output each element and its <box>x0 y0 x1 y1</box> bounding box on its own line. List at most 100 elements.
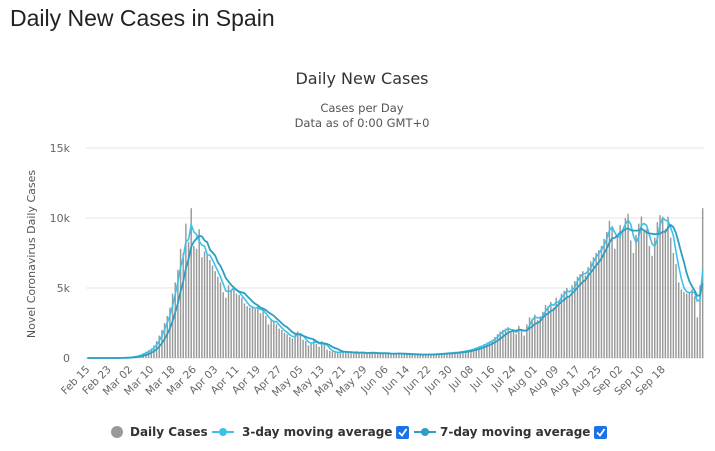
bar[interactable] <box>547 306 549 358</box>
bar[interactable] <box>182 253 184 358</box>
bar[interactable] <box>270 318 272 358</box>
bar[interactable] <box>179 248 182 358</box>
bar[interactable] <box>174 282 176 358</box>
bar[interactable] <box>440 353 443 358</box>
bar[interactable] <box>331 351 334 358</box>
bar[interactable] <box>539 317 541 358</box>
bar[interactable] <box>339 351 342 358</box>
bar[interactable] <box>329 351 331 358</box>
bar[interactable] <box>443 353 446 358</box>
bar[interactable] <box>411 354 414 358</box>
bar[interactable] <box>614 248 616 358</box>
bar[interactable] <box>307 345 310 358</box>
bar[interactable] <box>230 289 232 358</box>
bar[interactable] <box>169 307 171 358</box>
bar[interactable] <box>638 223 640 358</box>
bar[interactable] <box>630 240 632 358</box>
bar[interactable] <box>603 239 605 358</box>
bar[interactable] <box>606 232 608 358</box>
bar[interactable] <box>616 234 619 358</box>
bar[interactable] <box>475 347 477 358</box>
bar[interactable] <box>595 253 597 358</box>
bar[interactable] <box>661 216 664 358</box>
bar[interactable] <box>499 331 501 358</box>
bar[interactable] <box>542 311 544 358</box>
bar[interactable] <box>480 345 483 358</box>
bar[interactable] <box>422 354 424 358</box>
bar[interactable] <box>254 309 256 358</box>
bars[interactable] <box>113 208 704 359</box>
bar[interactable] <box>550 302 552 358</box>
bar[interactable] <box>310 342 312 358</box>
checkbox-7day[interactable] <box>594 426 607 439</box>
bar[interactable] <box>382 353 384 358</box>
bar[interactable] <box>190 208 192 358</box>
bar[interactable] <box>326 349 328 358</box>
bar[interactable] <box>528 317 531 358</box>
bar[interactable] <box>246 306 248 358</box>
bar[interactable] <box>592 257 595 358</box>
bar[interactable] <box>289 337 291 358</box>
bar[interactable] <box>622 229 624 358</box>
bar[interactable] <box>566 288 568 358</box>
bar[interactable] <box>456 352 459 358</box>
bar[interactable] <box>518 325 520 358</box>
bar[interactable] <box>305 341 307 358</box>
bar[interactable] <box>376 353 379 358</box>
bar[interactable] <box>342 351 344 358</box>
bar[interactable] <box>536 320 539 358</box>
bar[interactable] <box>669 237 672 358</box>
bar[interactable] <box>336 353 339 358</box>
bar[interactable] <box>510 332 512 358</box>
legend-item-3day[interactable]: 3-day moving average <box>212 425 392 439</box>
bar[interactable] <box>579 274 581 358</box>
bar[interactable] <box>491 339 493 358</box>
bar[interactable] <box>472 348 475 358</box>
bar[interactable] <box>294 334 296 358</box>
bar[interactable] <box>576 276 579 358</box>
bar[interactable] <box>691 289 693 358</box>
bar[interactable] <box>416 354 419 359</box>
bar[interactable] <box>560 293 563 358</box>
bar[interactable] <box>675 264 677 358</box>
bar[interactable] <box>653 237 656 358</box>
bar[interactable] <box>374 353 376 358</box>
bar[interactable] <box>590 261 592 358</box>
bar[interactable] <box>171 293 174 358</box>
bar[interactable] <box>430 354 432 358</box>
bar[interactable] <box>502 330 504 358</box>
bar[interactable] <box>651 255 653 358</box>
bar[interactable] <box>211 265 214 358</box>
bar[interactable] <box>574 281 576 358</box>
legend-item-7day[interactable]: 7-day moving average <box>414 425 590 439</box>
bar[interactable] <box>667 216 669 358</box>
bar[interactable] <box>251 307 254 358</box>
bar[interactable] <box>685 293 688 358</box>
bar[interactable] <box>403 354 406 358</box>
bar[interactable] <box>470 349 472 358</box>
bar[interactable] <box>203 251 206 358</box>
bar[interactable] <box>366 353 368 358</box>
bar[interactable] <box>408 354 411 358</box>
bar[interactable] <box>241 297 243 358</box>
bar[interactable] <box>552 307 555 358</box>
bar[interactable] <box>643 230 645 358</box>
bar[interactable] <box>664 229 667 358</box>
bar[interactable] <box>315 344 318 358</box>
bar[interactable] <box>507 327 509 358</box>
bar[interactable] <box>696 317 699 358</box>
bar[interactable] <box>571 285 573 358</box>
bar[interactable] <box>598 250 600 358</box>
bar[interactable] <box>467 350 469 358</box>
bar[interactable] <box>587 267 589 358</box>
bar[interactable] <box>347 351 350 358</box>
bar[interactable] <box>672 253 675 358</box>
bar[interactable] <box>526 324 528 358</box>
bar[interactable] <box>262 310 264 358</box>
bar[interactable] <box>398 353 400 358</box>
bar[interactable] <box>688 292 691 358</box>
bar[interactable] <box>438 353 440 358</box>
bar[interactable] <box>334 352 336 358</box>
bar[interactable] <box>368 352 371 358</box>
bar[interactable] <box>478 346 480 358</box>
